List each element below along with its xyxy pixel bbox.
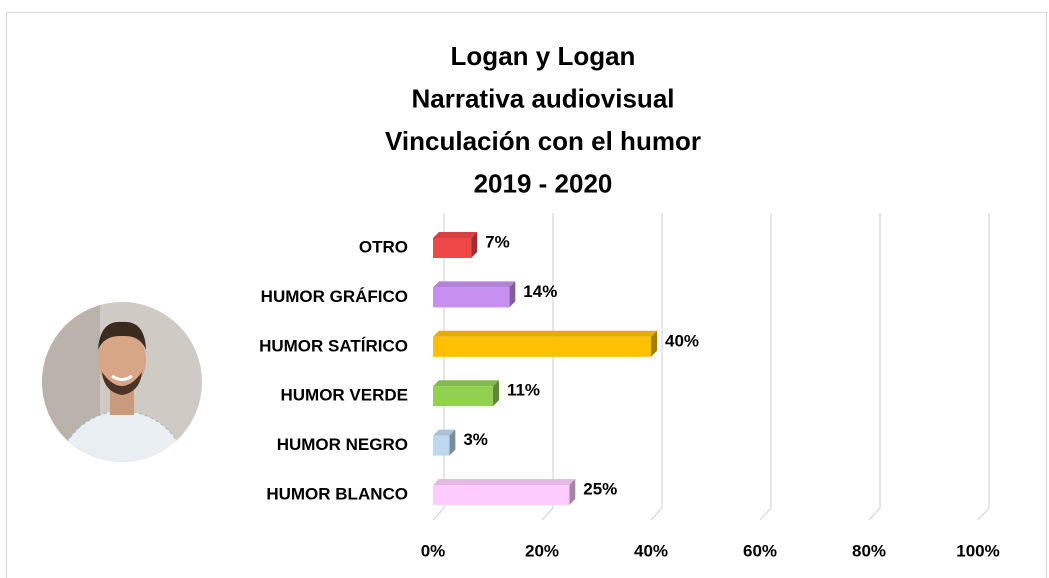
category-label: HUMOR GRÁFICO — [261, 287, 408, 306]
grid-line — [868, 213, 881, 521]
grid-line — [541, 213, 554, 521]
bar-side — [471, 232, 478, 258]
bar-side — [651, 330, 657, 357]
bar-top — [433, 232, 478, 238]
bar — [433, 435, 450, 456]
grid-line — [977, 213, 990, 521]
grid-line — [650, 213, 663, 521]
value-label: 14% — [523, 282, 557, 301]
category-label: HUMOR SATÍRICO — [259, 336, 408, 355]
bar-side — [492, 380, 499, 407]
value-label: 11% — [507, 381, 540, 400]
bar — [433, 485, 570, 505]
grid-line — [759, 213, 772, 521]
bar-side — [449, 429, 456, 456]
x-tick-label: 80% — [852, 541, 886, 560]
value-label: 3% — [463, 430, 488, 449]
chart-title-line: 2019 - 2020 — [474, 168, 613, 198]
x-tick-label: 60% — [743, 541, 777, 560]
x-tick-label: 0% — [421, 541, 446, 560]
bar-side — [509, 281, 516, 308]
bar — [433, 386, 493, 407]
bar-top — [433, 330, 657, 337]
value-label: 25% — [583, 479, 617, 498]
value-label: 7% — [485, 232, 510, 251]
bar-top — [433, 479, 576, 485]
bar — [433, 336, 651, 357]
x-tick-label: 40% — [634, 541, 668, 560]
chart-title-line: Narrativa audiovisual — [412, 83, 675, 113]
bar-top — [433, 281, 516, 288]
category-label: OTRO — [359, 237, 408, 256]
x-tick-label: 100% — [956, 541, 999, 560]
category-label: HUMOR NEGRO — [277, 435, 408, 454]
value-label: 40% — [665, 331, 699, 350]
chart-title: Logan y Logan Narrativa audiovisual Vincul… — [385, 41, 701, 199]
bar-top — [433, 429, 456, 436]
chart-title-line: Logan y Logan — [451, 41, 636, 71]
bar — [433, 287, 510, 308]
grid-line — [432, 213, 445, 521]
bar — [433, 238, 472, 258]
bar-top — [433, 380, 499, 387]
category-label: HUMOR VERDE — [280, 386, 408, 405]
x-tick-label: 20% — [525, 541, 559, 560]
category-label: HUMOR BLANCO — [266, 484, 408, 503]
bar-side — [569, 479, 576, 505]
chart-title-line: Vinculación con el humor — [385, 126, 701, 156]
